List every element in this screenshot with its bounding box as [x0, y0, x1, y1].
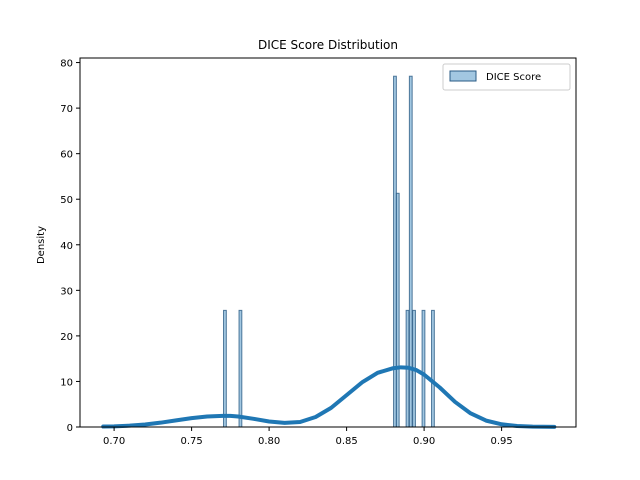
x-tick-label: 0.90: [413, 436, 435, 447]
histogram-bar-1: [238, 309, 243, 428]
y-tick-label: 70: [60, 104, 73, 115]
plot-area: [79, 57, 577, 429]
y-tick-label: 0: [67, 423, 73, 434]
y-tick-label: 40: [60, 241, 73, 252]
legend-swatch: [449, 70, 477, 82]
histogram-bar-8: [431, 309, 435, 428]
x-tick-label: 0.85: [335, 436, 357, 447]
legend: DICE Score: [442, 63, 571, 91]
y-axis-label: Density: [36, 226, 47, 264]
x-tick-label: 0.95: [490, 436, 512, 447]
kde-curve: [101, 365, 557, 429]
x-tick-label: 0.75: [180, 436, 202, 447]
histogram-bar-0: [223, 309, 227, 428]
histogram-bar-5: [408, 75, 413, 428]
y-tick-label: 30: [60, 286, 73, 297]
x-axis: 0.70 0.75 0.80 0.85 0.90 0.95: [103, 427, 513, 447]
chart-title: DICE Score Distribution: [258, 38, 398, 52]
y-tick-label: 50: [60, 195, 73, 206]
histogram-bar-3: [395, 192, 400, 428]
histogram-bar-7: [421, 309, 426, 428]
y-tick-label: 10: [60, 377, 73, 388]
plot-frame: [79, 57, 577, 428]
legend-label: DICE Score: [486, 72, 541, 83]
y-tick-label: 60: [60, 150, 73, 161]
y-axis: 0 10 20 30 40 50 60 70 80: [60, 59, 80, 434]
x-tick-label: 0.80: [258, 436, 280, 447]
x-tick-label: 0.70: [103, 436, 125, 447]
y-tick-label: 20: [60, 332, 73, 343]
y-tick-label: 80: [60, 59, 73, 70]
